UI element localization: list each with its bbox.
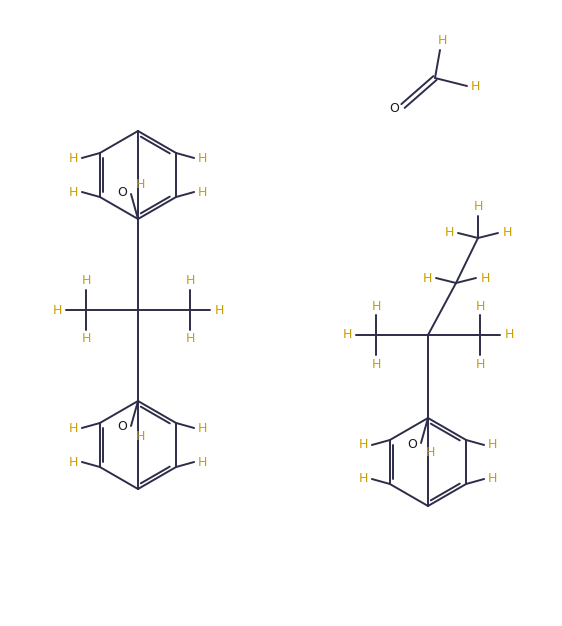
Text: H: H — [197, 185, 207, 198]
Text: H: H — [197, 421, 207, 434]
Text: H: H — [425, 446, 434, 459]
Text: H: H — [487, 473, 497, 486]
Text: H: H — [445, 227, 454, 240]
Text: H: H — [81, 332, 90, 346]
Text: H: H — [437, 34, 447, 48]
Text: H: H — [371, 299, 380, 312]
Text: H: H — [214, 304, 224, 317]
Text: H: H — [481, 272, 490, 284]
Text: O: O — [117, 421, 127, 433]
Text: H: H — [135, 429, 144, 443]
Text: H: H — [197, 456, 207, 468]
Text: O: O — [407, 438, 417, 451]
Text: H: H — [502, 227, 511, 240]
Text: H: H — [69, 185, 79, 198]
Text: H: H — [69, 151, 79, 165]
Text: H: H — [185, 332, 194, 346]
Text: H: H — [342, 329, 352, 342]
Text: O: O — [117, 187, 127, 200]
Text: H: H — [487, 438, 497, 451]
Text: H: H — [81, 274, 90, 287]
Text: H: H — [69, 421, 79, 434]
Text: H: H — [69, 456, 79, 468]
Text: H: H — [475, 299, 484, 312]
Text: H: H — [470, 80, 480, 93]
Text: H: H — [504, 329, 514, 342]
Text: H: H — [359, 473, 369, 486]
Text: H: H — [473, 200, 483, 213]
Text: O: O — [389, 101, 399, 115]
Text: H: H — [52, 304, 62, 317]
Text: H: H — [185, 274, 194, 287]
Text: H: H — [359, 438, 369, 451]
Text: H: H — [475, 357, 484, 371]
Text: H: H — [422, 272, 432, 284]
Text: H: H — [371, 357, 380, 371]
Text: H: H — [197, 151, 207, 165]
Text: H: H — [135, 178, 144, 190]
